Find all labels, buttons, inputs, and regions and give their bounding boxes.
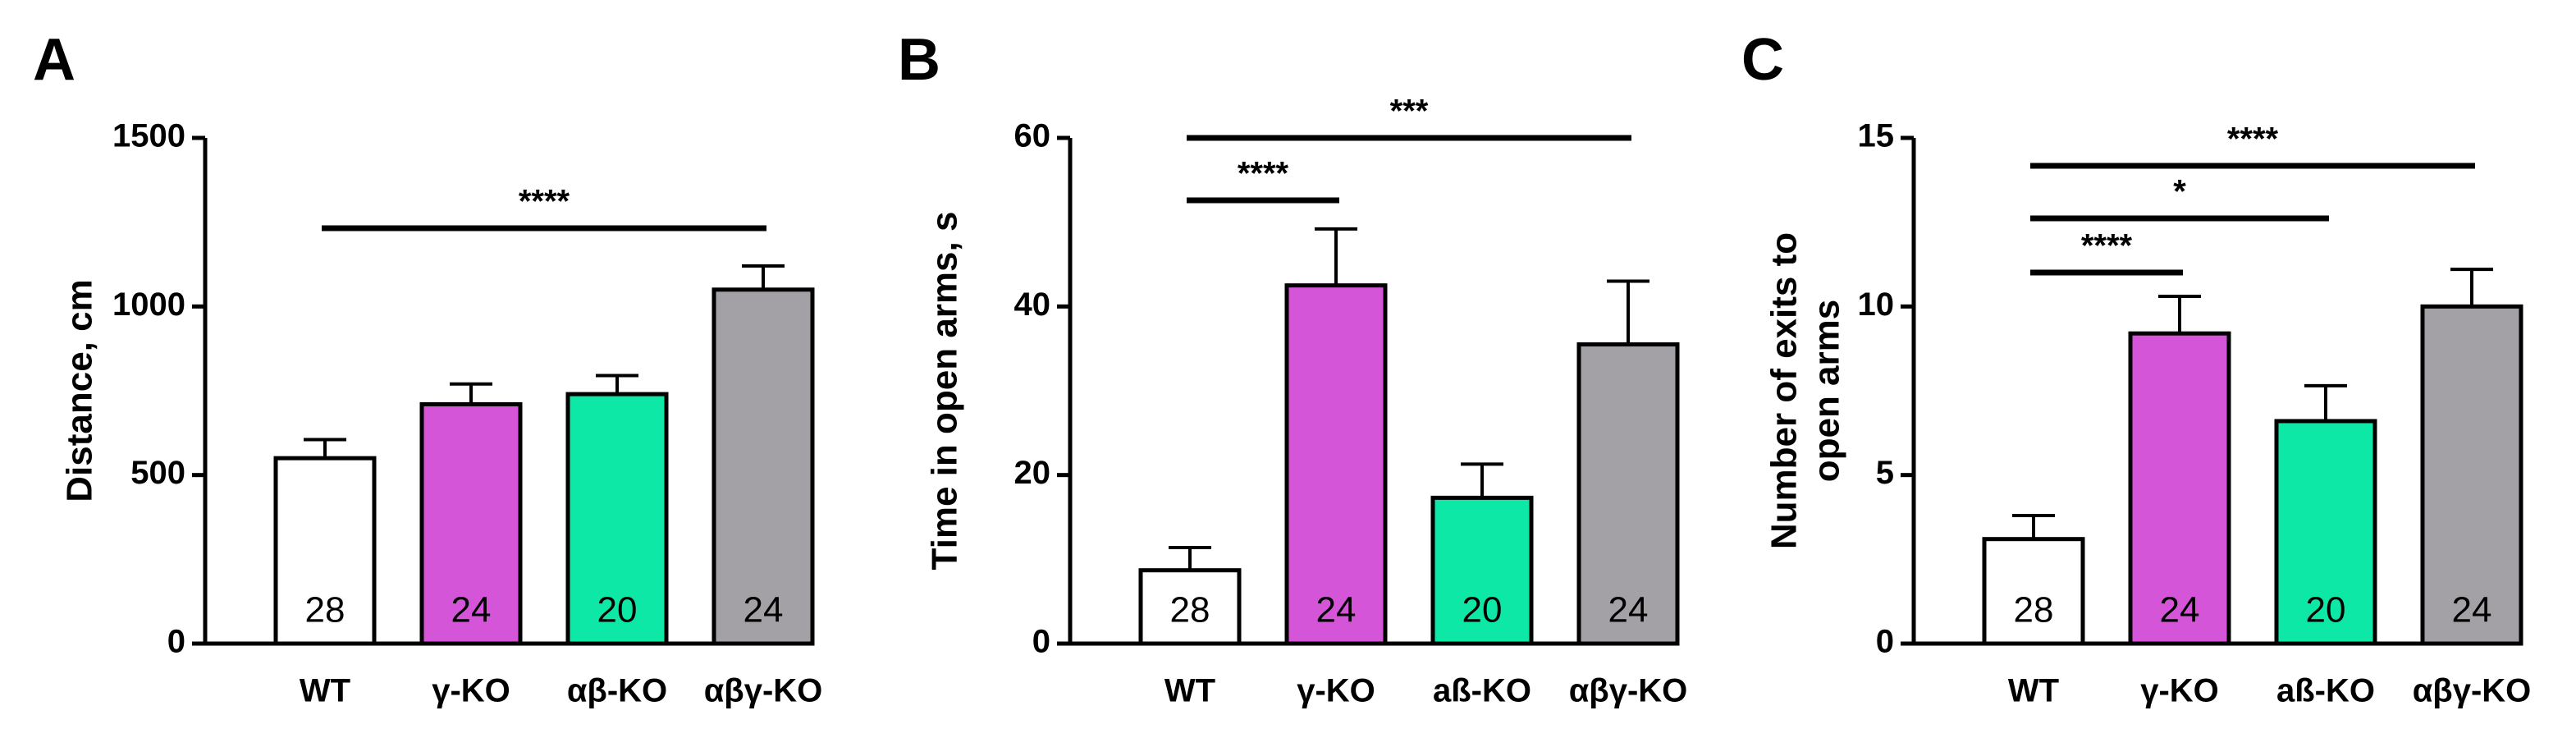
- x-tick-label: γ-KO: [1297, 673, 1375, 709]
- significance-label: ****: [2081, 228, 2133, 264]
- bar: [273, 456, 377, 646]
- panel: A Distance, cm 0 500 1000 1500 28 WT 24 γ-KO 20 αβ-…: [33, 27, 822, 709]
- n-label: 20: [2306, 590, 2346, 630]
- y-tick-label: 5: [1876, 455, 1894, 491]
- y-tick-label: 500: [130, 455, 185, 491]
- panel: B Time in open arms, s 0 20 40 60 28 WT 24 γ-KO 20…: [898, 27, 1687, 709]
- x-tick-label: γ-KO: [2140, 673, 2219, 709]
- y-tick-label: 0: [1032, 624, 1050, 660]
- x-tick-label: αβγ-KO: [2413, 673, 2532, 709]
- x-tick-label: WT: [300, 673, 350, 709]
- n-label: 28: [305, 590, 345, 630]
- x-tick-label: αβγ-KO: [1569, 673, 1688, 709]
- x-tick-label: WT: [2008, 673, 2059, 709]
- y-tick-label: 10: [1858, 286, 1895, 323]
- bar: [1982, 537, 2085, 646]
- bar: [1284, 283, 1388, 646]
- y-tick-label: 20: [1014, 455, 1051, 491]
- y-tick-label: 0: [1876, 624, 1894, 660]
- bar: [419, 401, 523, 646]
- y-axis-label: Distance, cm: [60, 279, 100, 502]
- n-label: 24: [1608, 590, 1649, 630]
- n-label: 24: [2452, 590, 2492, 630]
- y-tick-label: 15: [1858, 118, 1895, 154]
- n-label: 24: [1316, 590, 1357, 630]
- panel-letter: A: [33, 27, 75, 93]
- n-label: 28: [2014, 590, 2054, 630]
- panel-letter: B: [898, 27, 940, 93]
- n-label: 28: [1170, 590, 1210, 630]
- n-label: 24: [2160, 590, 2200, 630]
- x-tick-label: γ-KO: [432, 673, 510, 709]
- y-tick-label: 60: [1014, 118, 1051, 154]
- n-label: 20: [1462, 590, 1503, 630]
- y-tick-label: 40: [1014, 286, 1051, 323]
- bar: [2274, 419, 2377, 646]
- y-axis-label: Time in open arms, s: [925, 212, 965, 571]
- significance-label: ****: [2227, 121, 2279, 158]
- n-label: 20: [597, 590, 638, 630]
- y-tick-label: 0: [167, 624, 185, 660]
- x-tick-label: αβ-KO: [567, 673, 667, 709]
- y-tick-label: 1500: [112, 118, 185, 154]
- significance-label: *: [2173, 174, 2186, 210]
- y-axis-label: open arms: [1807, 300, 1847, 483]
- bar: [565, 392, 669, 646]
- x-tick-label: αβγ-KO: [704, 673, 823, 709]
- bar: [1138, 568, 1242, 646]
- significance-label: ****: [519, 184, 570, 220]
- panel-letter: C: [1741, 27, 1784, 93]
- y-tick-label: 1000: [112, 286, 185, 323]
- significance-label: ***: [1390, 94, 1429, 130]
- bar: [2128, 331, 2231, 646]
- n-label: 24: [451, 590, 492, 630]
- x-tick-label: WT: [1164, 673, 1215, 709]
- bar: [1430, 495, 1534, 646]
- y-axis-label: Number of exits to: [1764, 232, 1805, 549]
- bar: [1576, 342, 1680, 646]
- x-tick-label: aß-KO: [2276, 673, 2375, 709]
- significance-label: ****: [1238, 156, 1289, 192]
- panel: C Number of exits to open arms 0 5 10 15 28 WT 24…: [1741, 27, 2531, 709]
- x-tick-label: aß-KO: [1433, 673, 1531, 709]
- n-label: 24: [744, 590, 784, 630]
- bar: [711, 287, 815, 646]
- bar: [2420, 304, 2523, 646]
